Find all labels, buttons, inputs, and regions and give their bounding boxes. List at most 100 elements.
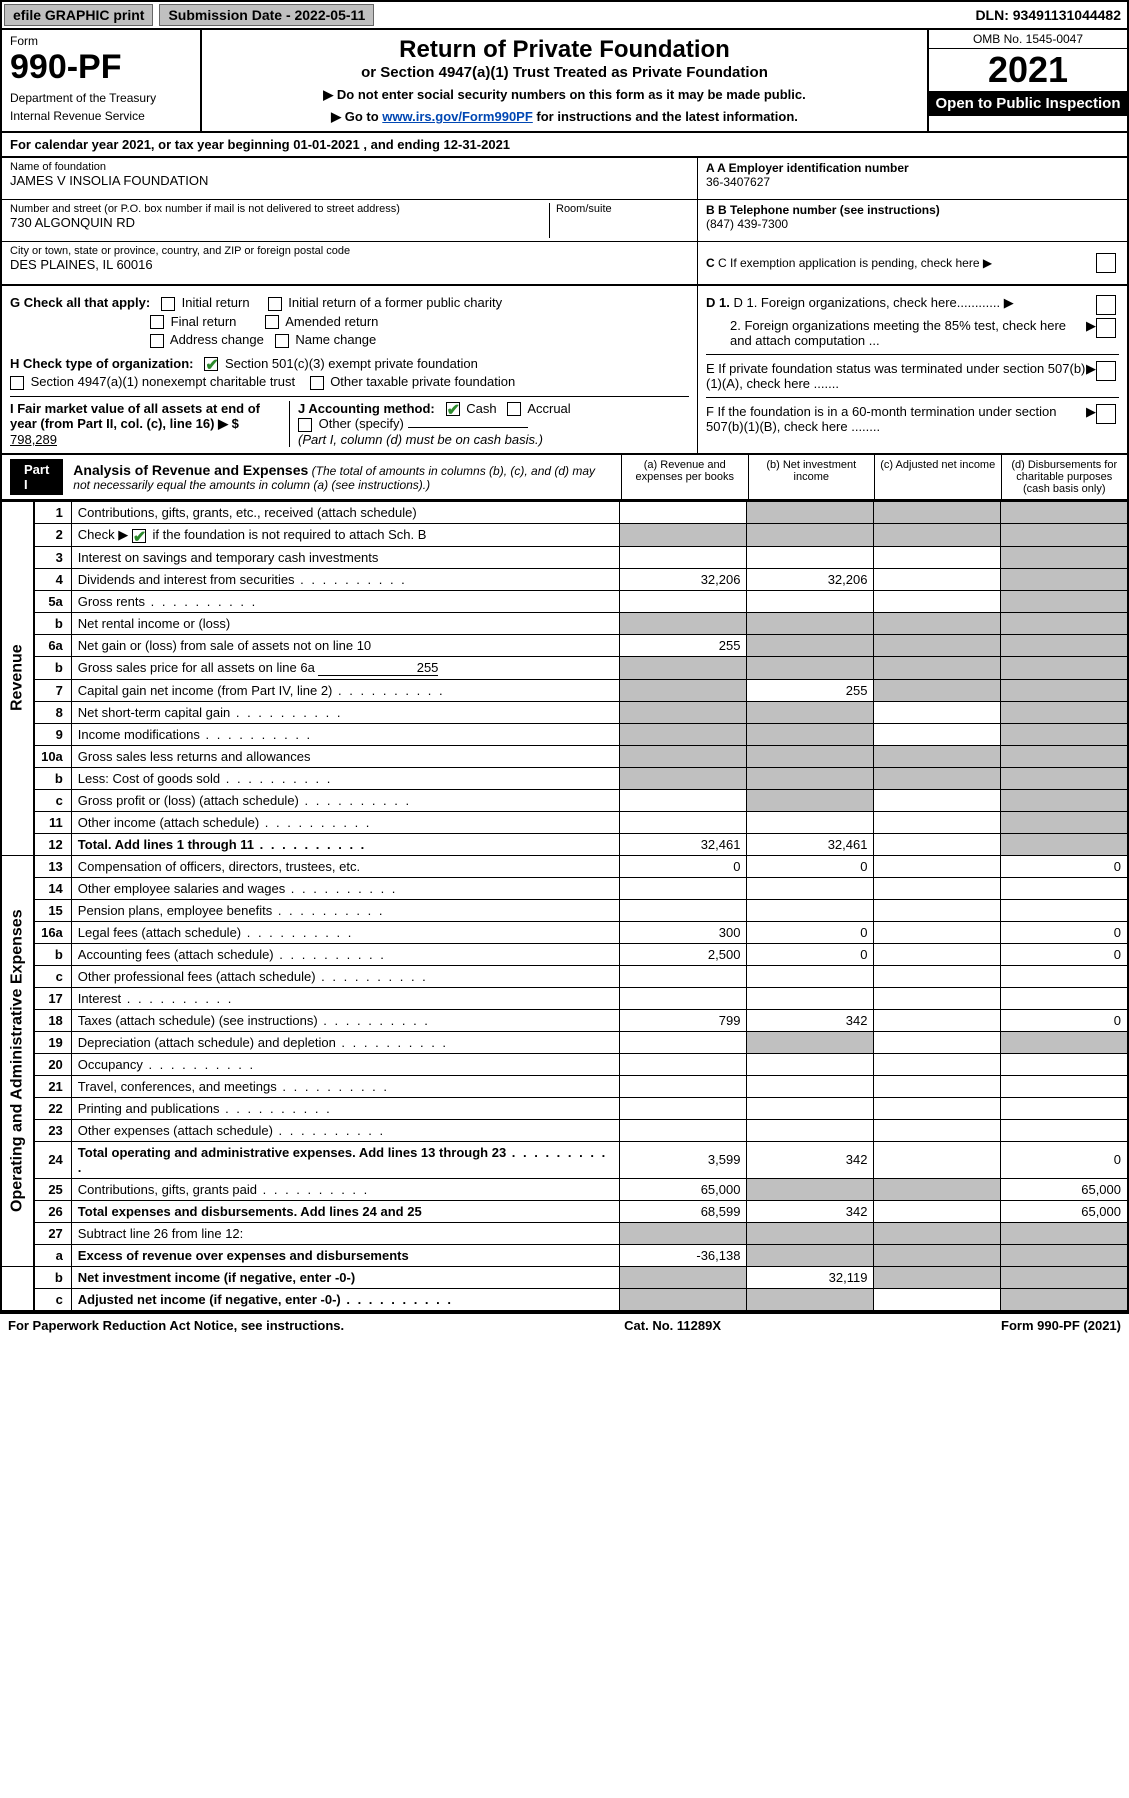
l21-desc: Travel, conferences, and meetings <box>71 1075 620 1097</box>
line-27b: bNet investment income (if negative, ent… <box>1 1266 1128 1288</box>
l27c-desc: Adjusted net income (if negative, enter … <box>71 1288 620 1311</box>
l26-desc: Total expenses and disbursements. Add li… <box>71 1200 620 1222</box>
l27b-desc: Net investment income (if negative, ente… <box>71 1266 620 1288</box>
form-header-center: Return of Private Foundation or Section … <box>202 30 927 131</box>
e-label: E If private foundation status was termi… <box>706 361 1086 391</box>
g-initial-former-checkbox[interactable] <box>268 297 282 311</box>
l13-b: 0 <box>747 855 874 877</box>
cal-mid: , and ending <box>363 137 443 152</box>
omb-number: OMB No. 1545-0047 <box>929 30 1127 49</box>
line-22: 22Printing and publications <box>1 1097 1128 1119</box>
b-letter: B <box>706 203 718 217</box>
g-address-checkbox[interactable] <box>150 334 164 348</box>
line-16a: 16aLegal fees (attach schedule) 300 0 0 <box>1 921 1128 943</box>
d2-checkbox[interactable] <box>1096 318 1116 338</box>
line-15: 15Pension plans, employee benefits <box>1 899 1128 921</box>
f-checkbox[interactable] <box>1096 404 1116 424</box>
j-accrual-checkbox[interactable] <box>507 402 521 416</box>
efile-print-button[interactable]: efile GRAPHIC print <box>4 4 153 26</box>
line-27c: cAdjusted net income (if negative, enter… <box>1 1288 1128 1311</box>
l23-desc: Other expenses (attach schedule) <box>71 1119 620 1141</box>
j-cash-checkbox[interactable] <box>446 402 460 416</box>
col-b-header: (b) Net investment income <box>749 455 876 499</box>
line-25: 25Contributions, gifts, grants paid 65,0… <box>1 1178 1128 1200</box>
irs-link[interactable]: www.irs.gov/Form990PF <box>382 109 533 124</box>
line-17: 17Interest <box>1 987 1128 1009</box>
g-initial-checkbox[interactable] <box>161 297 175 311</box>
l18-a: 799 <box>620 1009 747 1031</box>
l13-desc: Compensation of officers, directors, tru… <box>71 855 620 877</box>
part1-grid: Revenue 1 Contributions, gifts, grants, … <box>0 501 1129 1312</box>
g-name: Name change <box>295 332 376 347</box>
check-left: G Check all that apply: Initial return I… <box>2 286 697 453</box>
foundation-name: JAMES V INSOLIA FOUNDATION <box>10 173 689 188</box>
d1-checkbox[interactable] <box>1096 295 1116 315</box>
line-6b: b Gross sales price for all assets on li… <box>1 656 1128 679</box>
d1-label: D 1. Foreign organizations, check here..… <box>733 295 1000 310</box>
form-header-right: OMB No. 1545-0047 2021 Open to Public In… <box>927 30 1127 131</box>
i-value: 798,289 <box>10 432 57 447</box>
l8-desc: Net short-term capital gain <box>71 701 620 723</box>
line-19: 19Depreciation (attach schedule) and dep… <box>1 1031 1128 1053</box>
part1-box: Part I <box>10 459 63 495</box>
l25-desc: Contributions, gifts, grants paid <box>71 1178 620 1200</box>
g-final-checkbox[interactable] <box>150 315 164 329</box>
j-other-checkbox[interactable] <box>298 418 312 432</box>
l1-desc: Contributions, gifts, grants, etc., rece… <box>71 501 620 523</box>
exemption-checkbox[interactable] <box>1096 253 1116 273</box>
g-amended: Amended return <box>285 314 378 329</box>
h-4947-checkbox[interactable] <box>10 376 24 390</box>
part1-label-cell: Part I Analysis of Revenue and Expenses … <box>2 455 622 499</box>
l26-b: 342 <box>747 1200 874 1222</box>
line-18: 18Taxes (attach schedule) (see instructi… <box>1 1009 1128 1031</box>
l7-desc: Capital gain net income (from Part IV, l… <box>71 679 620 701</box>
l24-a: 3,599 <box>620 1141 747 1178</box>
h-4947: Section 4947(a)(1) nonexempt charitable … <box>31 374 295 389</box>
dept-treasury: Department of the Treasury <box>10 91 192 105</box>
l2-pre: Check ▶ <box>78 527 128 542</box>
j-cash: Cash <box>466 401 496 416</box>
h-row-2: Section 4947(a)(1) nonexempt charitable … <box>10 374 689 390</box>
page-footer: For Paperwork Reduction Act Notice, see … <box>0 1312 1129 1337</box>
h-label: H Check type of organization: <box>10 356 193 371</box>
l2-checkbox[interactable] <box>132 529 146 543</box>
l5a-desc: Gross rents <box>71 590 620 612</box>
line-26: 26Total expenses and disbursements. Add … <box>1 1200 1128 1222</box>
line-10c: cGross profit or (loss) (attach schedule… <box>1 789 1128 811</box>
g-amended-checkbox[interactable] <box>265 315 279 329</box>
line-4: 4Dividends and interest from securities … <box>1 568 1128 590</box>
l27b-b: 32,119 <box>747 1266 874 1288</box>
line-2: 2 Check ▶ if the foundation is not requi… <box>1 523 1128 546</box>
line-21: 21Travel, conferences, and meetings <box>1 1075 1128 1097</box>
form-note-1: ▶ Do not enter social security numbers o… <box>212 87 917 103</box>
line-27: 27Subtract line 26 from line 12: <box>1 1222 1128 1244</box>
cal-pre: For calendar year 2021, or tax year begi… <box>10 137 293 152</box>
l25-d: 65,000 <box>1001 1178 1128 1200</box>
calendar-year-row: For calendar year 2021, or tax year begi… <box>0 133 1129 158</box>
l18-b: 342 <box>747 1009 874 1031</box>
h-other-checkbox[interactable] <box>310 376 324 390</box>
irs-label: Internal Revenue Service <box>10 109 192 123</box>
l12-desc: Total. Add lines 1 through 11 <box>71 833 620 855</box>
l6a-desc: Net gain or (loss) from sale of assets n… <box>71 634 620 656</box>
l17-desc: Interest <box>71 987 620 1009</box>
form-header: Form 990-PF Department of the Treasury I… <box>0 30 1129 133</box>
g-final: Final return <box>171 314 237 329</box>
cal-begin: 01-01-2021 <box>293 137 360 152</box>
l4-desc: Dividends and interest from securities <box>71 568 620 590</box>
d1-row: D 1. D 1. Foreign organizations, check h… <box>706 295 1119 315</box>
line-3: 3Interest on savings and temporary cash … <box>1 546 1128 568</box>
form-note-2: ▶ Go to www.irs.gov/Form990PF for instru… <box>212 109 917 125</box>
g-name-checkbox[interactable] <box>275 334 289 348</box>
l16c-desc: Other professional fees (attach schedule… <box>71 965 620 987</box>
foundation-name-row: Name of foundation JAMES V INSOLIA FOUND… <box>2 158 697 200</box>
col-c-header: (c) Adjusted net income <box>875 455 1002 499</box>
l6a-a: 255 <box>620 634 747 656</box>
l20-desc: Occupancy <box>71 1053 620 1075</box>
l12-a: 32,461 <box>620 833 747 855</box>
h-501c3-checkbox[interactable] <box>204 357 218 371</box>
l19-desc: Depreciation (attach schedule) and deple… <box>71 1031 620 1053</box>
l16a-b: 0 <box>747 921 874 943</box>
l24-d: 0 <box>1001 1141 1128 1178</box>
e-checkbox[interactable] <box>1096 361 1116 381</box>
